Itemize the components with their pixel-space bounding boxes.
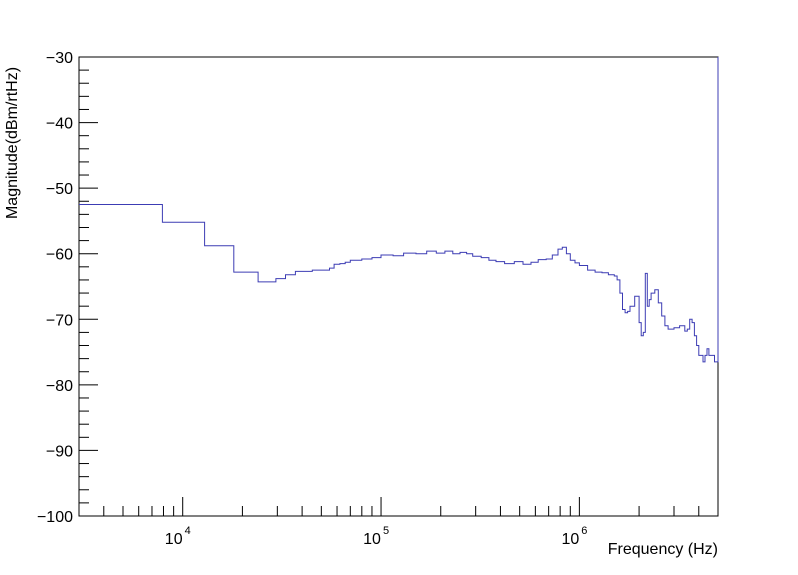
y-axis-tick-labels: −30 −40 −50 −60 −70 −80 −90 −100	[37, 50, 73, 526]
x-tick-label-exponent: 6	[581, 525, 587, 537]
y-tick-label: −30	[46, 50, 73, 67]
x-tick-label-exponent: 5	[383, 525, 389, 537]
y-tick-label: −60	[46, 247, 73, 264]
y-axis-ticks	[79, 56, 98, 517]
y-tick-label: −50	[46, 181, 73, 198]
y-tick-label: −90	[46, 443, 73, 460]
x-axis-label: Frequency (Hz)	[608, 541, 718, 558]
y-axis-label: Magnitude(dBm/rtHz)	[4, 67, 21, 219]
y-tick-label: −40	[46, 116, 73, 133]
x-tick-label: 10	[165, 531, 183, 548]
y-tick-label: −80	[46, 378, 73, 395]
plot-frame	[78, 56, 719, 517]
x-tick-label-exponent: 4	[185, 525, 191, 537]
y-tick-label: −70	[46, 312, 73, 329]
x-axis-tick-labels: 10 4 10 5 10 6	[165, 525, 588, 548]
x-tick-label: 10	[363, 531, 381, 548]
x-axis-ticks	[78, 497, 719, 516]
y-tick-label: −100	[37, 509, 73, 526]
series-line	[79, 57, 719, 363]
x-tick-label: 10	[561, 531, 579, 548]
